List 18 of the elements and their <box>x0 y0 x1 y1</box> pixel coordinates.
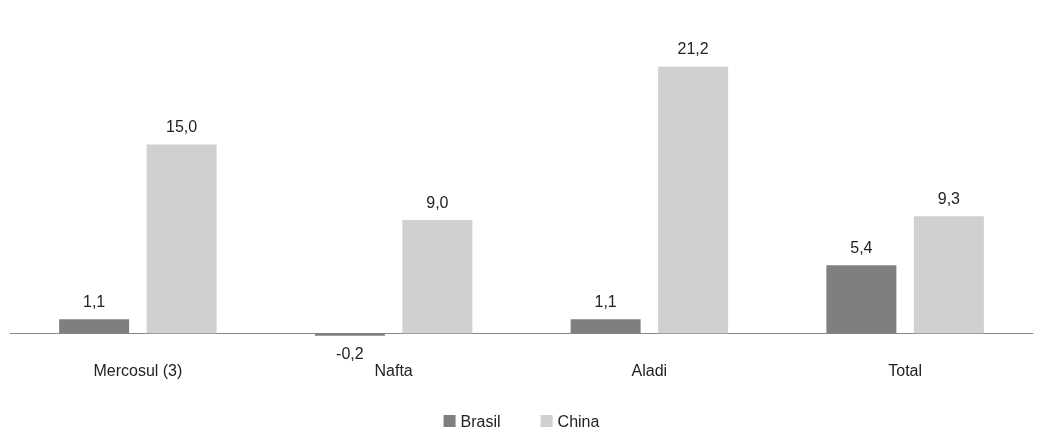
data-label: -0,2 <box>336 345 364 363</box>
data-label: 5,4 <box>850 238 873 256</box>
data-label: 15,0 <box>166 118 198 136</box>
x-tick-label: Mercosul (3) <box>93 361 183 379</box>
legend-label: China <box>557 412 600 430</box>
x-tick-label: Total <box>888 361 923 379</box>
bar <box>658 66 729 334</box>
x-tick-label: Nafta <box>374 361 413 379</box>
bar <box>146 144 217 334</box>
bar <box>402 220 473 334</box>
data-label: 21,2 <box>677 40 709 58</box>
x-tick-label: Aladi <box>631 361 668 379</box>
data-label: 1,1 <box>83 292 106 310</box>
data-label: 9,3 <box>937 189 961 207</box>
data-label: 9,0 <box>426 193 449 211</box>
legend-label: Brasil <box>460 412 501 430</box>
data-label: 1,1 <box>594 292 617 310</box>
bar <box>913 216 984 334</box>
